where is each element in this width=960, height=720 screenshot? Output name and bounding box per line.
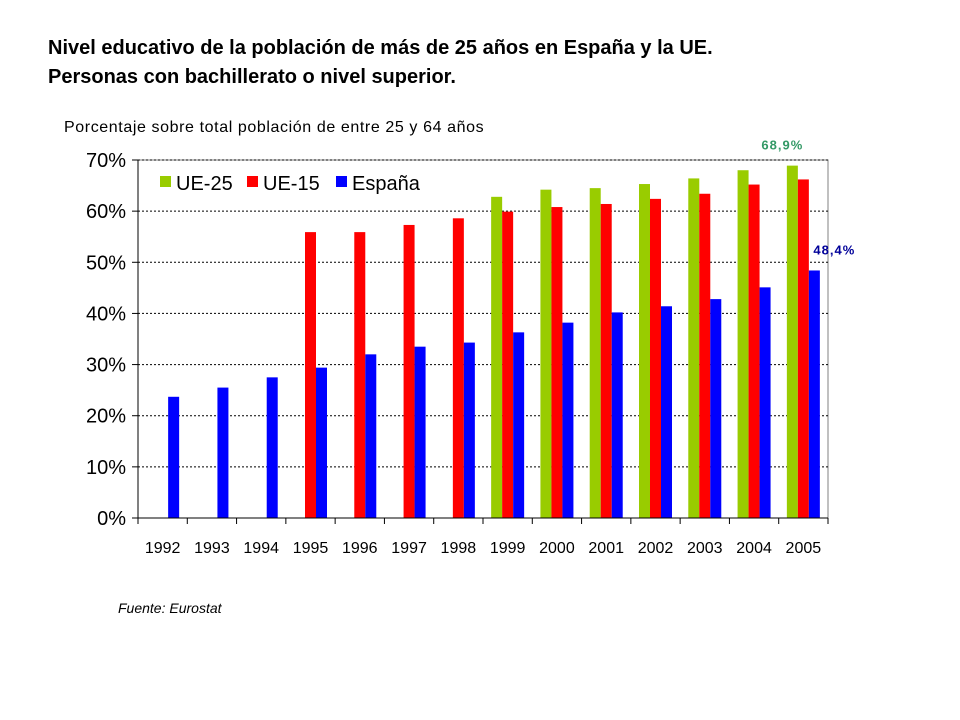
title-line-2: Personas con bachillerato o nivel superi… <box>48 66 456 88</box>
chart-subtitle: Porcentaje sobre total población de entr… <box>64 119 484 136</box>
bar-espa-a <box>217 387 229 518</box>
bar-espa-a <box>365 354 377 518</box>
legend-swatch <box>336 176 347 187</box>
bar-ue-15 <box>502 211 514 518</box>
y-tick-label: 40% <box>86 303 126 325</box>
legend-label: UE-15 <box>263 173 320 195</box>
x-tick-label: 2000 <box>539 540 575 557</box>
y-tick-label: 70% <box>86 150 126 172</box>
y-axis: 0% 10% 20% 30% 40% 50% 60% 70% <box>86 150 139 530</box>
bar-ue-15 <box>305 232 316 518</box>
x-tick-label: 1992 <box>145 540 181 557</box>
bar-ue-15 <box>699 193 711 519</box>
bar-espa-a <box>759 287 771 518</box>
bar-espa-a <box>168 396 180 518</box>
chart-title: Nivel educativo de la población de más d… <box>48 34 713 92</box>
annotations: 68,9% 48,4% <box>761 138 855 258</box>
value-label: 68,9% <box>761 138 803 153</box>
x-tick-label: 1997 <box>391 540 427 557</box>
y-tick-label: 10% <box>86 457 126 479</box>
y-tick-label: 60% <box>86 201 126 223</box>
bar-ue-25 <box>491 196 503 518</box>
x-axis: 1992 1993 1994 1995 1996 1997 1998 1999 2000 2001… <box>137 517 829 557</box>
legend-label: UE-25 <box>176 173 233 195</box>
legend: UE-25 UE-15 España <box>160 173 421 195</box>
legend-label: España <box>352 173 421 195</box>
legend-swatch <box>247 176 258 187</box>
bar-espa-a <box>414 346 426 518</box>
bar-espa-a <box>513 332 525 518</box>
value-label: 48,4% <box>813 242 855 257</box>
plot-area <box>137 159 829 519</box>
bar-espa-a <box>710 299 722 518</box>
bar-espa-a <box>266 377 278 518</box>
bar-ue-15 <box>600 203 612 519</box>
x-tick-label: 1998 <box>441 540 477 557</box>
bar-espa-a <box>661 306 672 518</box>
bar-ue-15 <box>403 224 415 519</box>
y-tick-label: 20% <box>86 406 126 428</box>
bar-ue-25 <box>540 189 552 519</box>
bar-ue-15 <box>650 198 661 518</box>
bar-espa-a <box>808 270 820 518</box>
bar-espa-a <box>463 342 475 518</box>
x-tick-label: 2002 <box>638 540 674 557</box>
x-tick-label: 2003 <box>687 540 723 557</box>
bar-ue-25 <box>639 184 650 518</box>
source-note: Fuente: Eurostat <box>118 600 222 616</box>
y-tick-label: 30% <box>86 355 126 377</box>
bar-espa-a <box>562 322 574 518</box>
bar-ue-25 <box>786 165 798 518</box>
x-tick-label: 1993 <box>194 540 230 557</box>
title-line-1: Nivel educativo de la población de más d… <box>48 37 713 59</box>
bar-ue-25 <box>737 170 749 518</box>
bar-ue-25 <box>688 178 700 518</box>
bar-ue-15 <box>354 232 366 518</box>
bar-ue-15 <box>551 207 563 518</box>
legend-swatch <box>160 176 171 187</box>
bar-ue-15 <box>748 184 760 518</box>
y-tick-label: 0% <box>97 508 126 530</box>
bar-ue-25 <box>589 188 601 518</box>
x-tick-label: 2004 <box>736 540 772 557</box>
x-tick-label: 2001 <box>588 540 624 557</box>
bar-espa-a <box>316 367 327 518</box>
x-tick-label: 1994 <box>243 540 279 557</box>
bar-ue-15 <box>452 218 464 518</box>
x-tick-label: 1999 <box>490 540 526 557</box>
bar-espa-a <box>611 312 623 518</box>
bar-ue-15 <box>797 179 809 519</box>
x-tick-label: 1995 <box>293 540 329 557</box>
gridlines <box>138 159 828 468</box>
x-tick-label: 1996 <box>342 540 378 557</box>
y-tick-label: 50% <box>86 252 126 274</box>
bars <box>168 165 820 519</box>
x-tick-label: 2005 <box>786 540 822 557</box>
